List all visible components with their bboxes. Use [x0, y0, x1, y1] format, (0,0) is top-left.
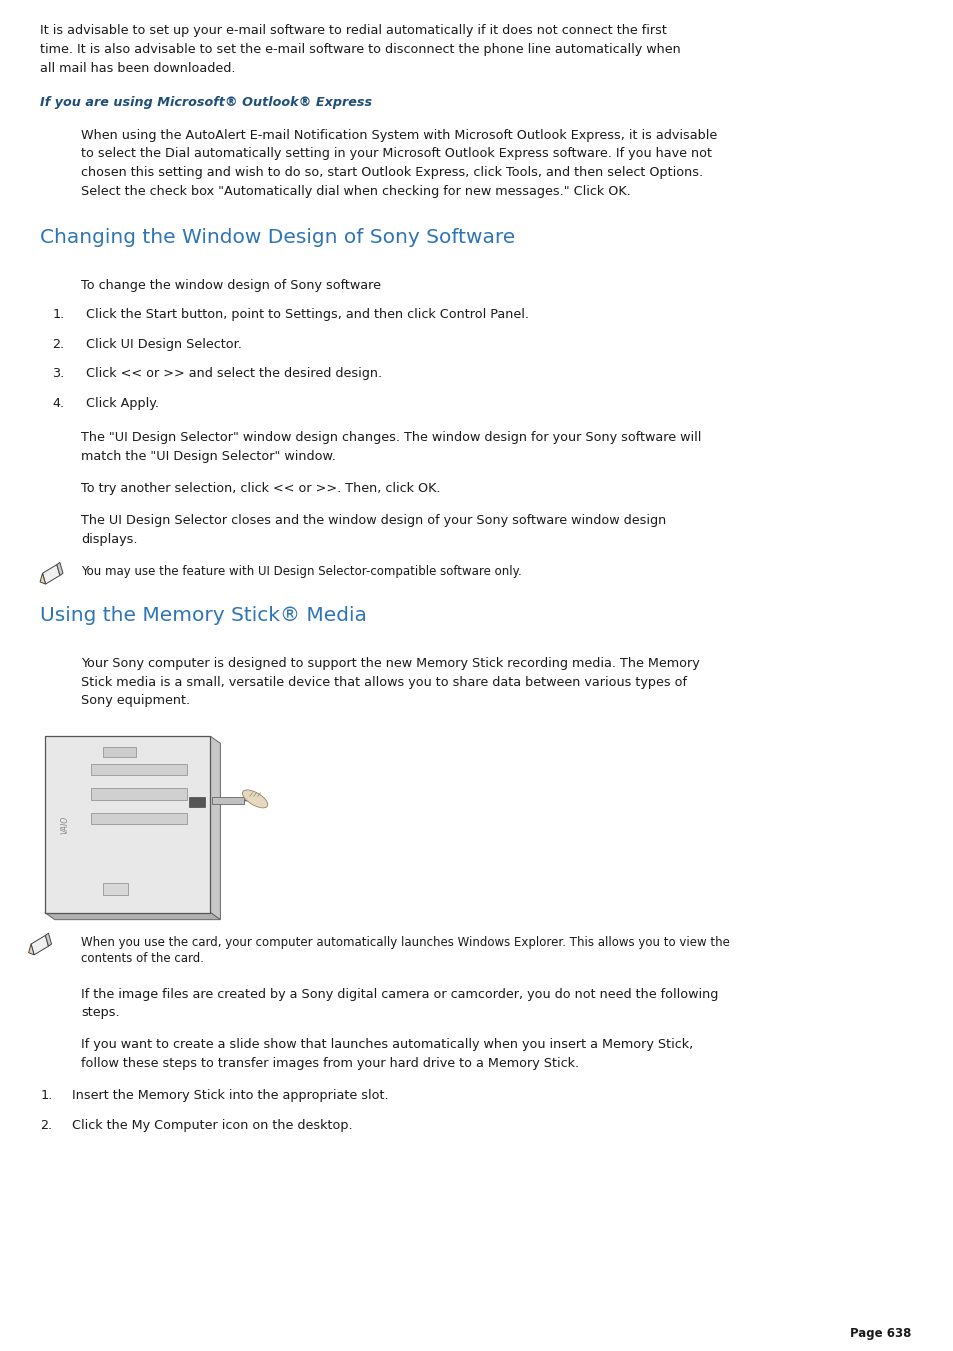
- Text: It is advisable to set up your e-mail software to redial automatically if it doe: It is advisable to set up your e-mail so…: [40, 24, 666, 38]
- Polygon shape: [29, 944, 34, 955]
- Polygon shape: [57, 562, 63, 576]
- FancyBboxPatch shape: [213, 797, 244, 804]
- Text: Click << or >> and select the desired design.: Click << or >> and select the desired de…: [86, 367, 381, 380]
- Text: If you want to create a slide show that launches automatically when you insert a: If you want to create a slide show that …: [81, 1039, 693, 1051]
- Text: to select the Dial automatically setting in your Microsoft Outlook Express softw: to select the Dial automatically setting…: [81, 147, 711, 161]
- Text: chosen this setting and wish to do so, start Outlook Express, click Tools, and t: chosen this setting and wish to do so, s…: [81, 166, 702, 178]
- Polygon shape: [31, 935, 49, 955]
- Text: Click Apply.: Click Apply.: [86, 397, 159, 409]
- FancyBboxPatch shape: [45, 736, 211, 913]
- Text: Insert the Memory Stick into the appropriate slot.: Insert the Memory Stick into the appropr…: [71, 1089, 388, 1102]
- Text: 2.: 2.: [52, 338, 65, 351]
- Text: Click the My Computer icon on the desktop.: Click the My Computer icon on the deskto…: [71, 1119, 352, 1132]
- Text: If the image files are created by a Sony digital camera or camcorder, you do not: If the image files are created by a Sony…: [81, 988, 718, 1001]
- Text: If you are using Microsoft® Outlook® Express: If you are using Microsoft® Outlook® Exp…: [40, 96, 372, 109]
- Text: follow these steps to transfer images from your hard drive to a Memory Stick.: follow these steps to transfer images fr…: [81, 1056, 578, 1070]
- Text: When you use the card, your computer automatically launches Windows Explorer. Th: When you use the card, your computer aut…: [81, 936, 729, 948]
- Text: Page 638: Page 638: [849, 1327, 910, 1340]
- Text: The UI Design Selector closes and the window design of your Sony software window: The UI Design Selector closes and the wi…: [81, 515, 665, 527]
- Text: Using the Memory Stick® Media: Using the Memory Stick® Media: [40, 605, 367, 626]
- Polygon shape: [211, 736, 220, 920]
- FancyBboxPatch shape: [103, 747, 135, 758]
- Text: Select the check box "Automatically dial when checking for new messages." Click : Select the check box "Automatically dial…: [81, 185, 630, 197]
- Text: The "UI Design Selector" window design changes. The window design for your Sony : The "UI Design Selector" window design c…: [81, 431, 700, 444]
- Ellipse shape: [242, 790, 268, 808]
- Text: To change the window design of Sony software: To change the window design of Sony soft…: [81, 278, 380, 292]
- Text: match the "UI Design Selector" window.: match the "UI Design Selector" window.: [81, 450, 335, 463]
- Polygon shape: [45, 913, 220, 920]
- Text: To try another selection, click << or >>. Then, click OK.: To try another selection, click << or >>…: [81, 482, 440, 496]
- Text: Click the Start button, point to Settings, and then click Control Panel.: Click the Start button, point to Setting…: [86, 308, 528, 322]
- Text: VAIO: VAIO: [60, 816, 70, 834]
- FancyBboxPatch shape: [91, 789, 187, 800]
- Text: When using the AutoAlert E-mail Notification System with Microsoft Outlook Expre: When using the AutoAlert E-mail Notifica…: [81, 128, 717, 142]
- Text: displays.: displays.: [81, 534, 137, 546]
- Polygon shape: [46, 934, 51, 946]
- Text: contents of the card.: contents of the card.: [81, 952, 204, 965]
- Text: 1.: 1.: [52, 308, 65, 322]
- Text: 4.: 4.: [52, 397, 65, 409]
- Text: 3.: 3.: [52, 367, 65, 380]
- FancyBboxPatch shape: [91, 813, 187, 824]
- Text: 2.: 2.: [40, 1119, 52, 1132]
- Text: Changing the Window Design of Sony Software: Changing the Window Design of Sony Softw…: [40, 227, 515, 246]
- Text: time. It is also advisable to set the e-mail software to disconnect the phone li: time. It is also advisable to set the e-…: [40, 43, 680, 55]
- Text: 1.: 1.: [40, 1089, 52, 1102]
- Text: Sony equipment.: Sony equipment.: [81, 694, 190, 708]
- Text: Your Sony computer is designed to support the new Memory Stick recording media. : Your Sony computer is designed to suppor…: [81, 657, 700, 670]
- Text: Click UI Design Selector.: Click UI Design Selector.: [86, 338, 241, 351]
- Text: You may use the feature with UI Design Selector-compatible software only.: You may use the feature with UI Design S…: [81, 565, 521, 578]
- Text: Stick media is a small, versatile device that allows you to share data between v: Stick media is a small, versatile device…: [81, 676, 686, 689]
- FancyBboxPatch shape: [91, 763, 187, 775]
- Polygon shape: [40, 573, 46, 584]
- Polygon shape: [43, 565, 60, 584]
- Text: steps.: steps.: [81, 1006, 119, 1019]
- FancyBboxPatch shape: [189, 797, 205, 807]
- Text: all mail has been downloaded.: all mail has been downloaded.: [40, 62, 235, 74]
- FancyBboxPatch shape: [103, 882, 128, 894]
